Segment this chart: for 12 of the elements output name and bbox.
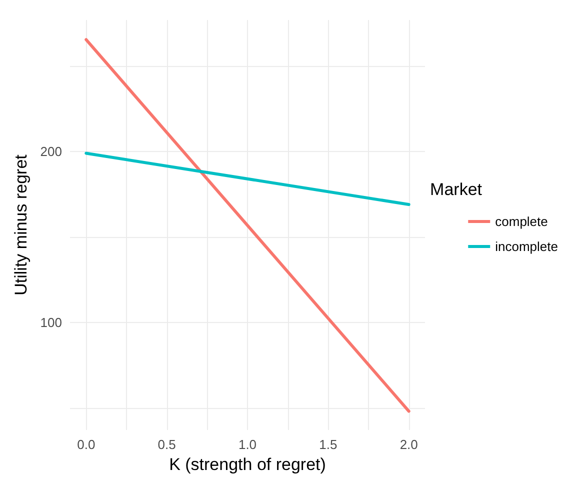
x-tick-label: 0.5 xyxy=(158,437,176,452)
x-axis-title: K (strength of regret) xyxy=(169,455,326,474)
x-tick-label: 1.0 xyxy=(238,437,257,452)
legend-label: complete xyxy=(495,214,548,229)
y-tick-label: 200 xyxy=(40,144,62,160)
y-axis-title: Utility minus regret xyxy=(11,154,30,296)
legend-title: Market xyxy=(430,180,482,199)
y-tick-label: 100 xyxy=(40,314,62,330)
x-tick-label: 1.5 xyxy=(319,437,338,452)
x-tick-label: 2.0 xyxy=(400,437,418,452)
x-tick-label: 0.0 xyxy=(77,437,96,452)
legend-label: incomplete xyxy=(495,239,558,254)
